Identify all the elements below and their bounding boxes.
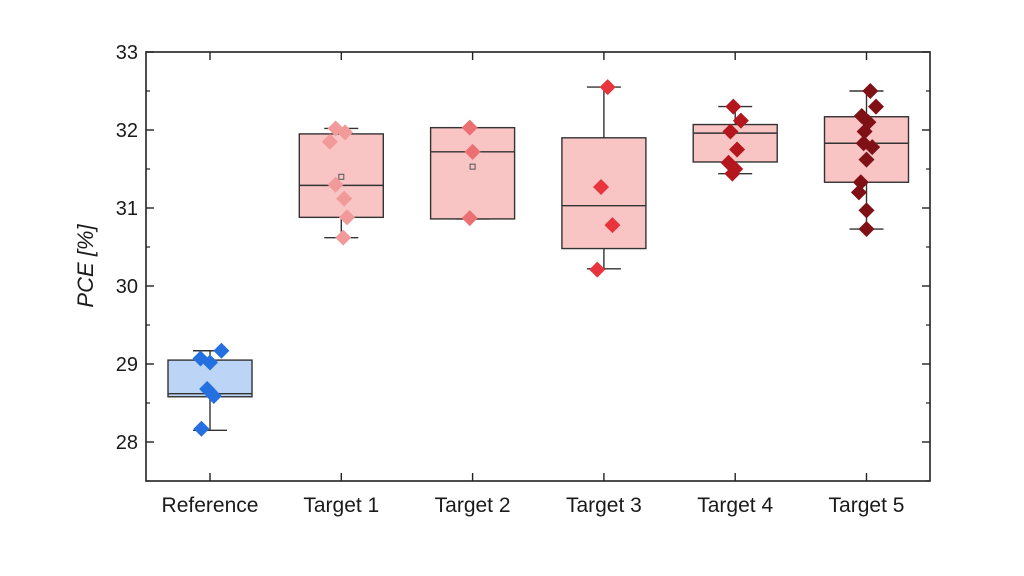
data-point (862, 83, 879, 99)
y-tick-label: 30 (116, 276, 138, 298)
y-tick-label: 28 (116, 432, 138, 454)
data-point (335, 229, 352, 246)
data-point (205, 387, 222, 404)
box-group-target-3 (561, 79, 647, 278)
data-point (858, 221, 875, 238)
box-group-target-2 (429, 119, 516, 227)
y-tick-label: 31 (116, 198, 138, 220)
plot-layer (167, 79, 910, 437)
data-point (193, 420, 210, 437)
data-point (339, 209, 355, 226)
x-tick-label: Target 4 (697, 494, 773, 517)
data-point (337, 124, 354, 141)
data-point (868, 98, 884, 115)
data-point (729, 141, 746, 158)
x-tick-label: Target 2 (435, 494, 511, 517)
iqr-box (561, 137, 647, 250)
data-point (732, 112, 749, 129)
x-tick-label: Target 1 (303, 494, 379, 517)
data-point (724, 165, 741, 182)
data-point (850, 184, 867, 201)
iqr-box (429, 126, 516, 220)
x-tick-label: Target 5 (829, 494, 905, 517)
data-point (856, 123, 873, 140)
data-point (725, 98, 742, 115)
data-point (864, 139, 881, 156)
box-group-target-5 (823, 83, 910, 238)
data-point (858, 202, 875, 219)
data-point (589, 261, 606, 278)
data-point (604, 217, 621, 234)
iqr-box (692, 123, 778, 163)
data-point (327, 176, 344, 193)
data-point (599, 79, 616, 96)
y-tick-label: 32 (116, 120, 138, 142)
y-tick-label: 33 (116, 42, 138, 64)
data-point (852, 174, 869, 191)
box-group-reference (167, 342, 253, 437)
data-point (722, 123, 739, 140)
data-point (202, 354, 218, 371)
y-tick-label: 29 (116, 354, 138, 376)
x-tick-label: Reference (162, 494, 259, 517)
data-point (858, 151, 875, 168)
axis-layer: 28 29 30 31 32 33 Reference Target 1 Target 2 Tar… (116, 42, 931, 517)
data-point (461, 119, 478, 136)
iqr-box (298, 133, 384, 219)
data-point (321, 133, 338, 150)
box-group-target-4 (692, 98, 778, 182)
x-tick-label: Target 3 (566, 494, 642, 517)
data-point (336, 190, 353, 207)
data-point (461, 210, 478, 227)
data-point (593, 178, 610, 195)
data-point (213, 342, 230, 359)
data-point (464, 143, 481, 160)
mean-marker (469, 163, 476, 170)
box-group-target-1 (298, 120, 384, 246)
plot-frame (145, 51, 931, 482)
y-axis-label: PCE [%] (73, 224, 98, 308)
mean-marker (338, 173, 345, 180)
